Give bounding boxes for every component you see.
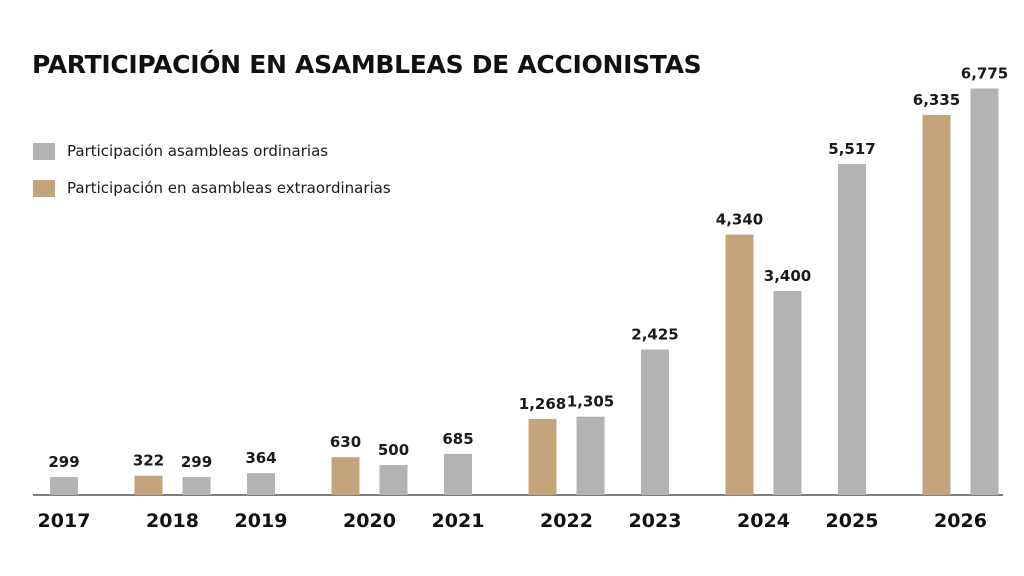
value-label-ordinarias-2023: 2,425	[631, 326, 678, 344]
bar-extraordinarias-2020	[331, 457, 360, 495]
bar-extraordinarias-2026	[922, 114, 951, 496]
value-label-extraordinarias-2024: 4,340	[716, 211, 763, 229]
x-tick-label-2018: 2018	[146, 510, 199, 532]
value-label-ordinarias-2019: 364	[245, 449, 276, 467]
bar-extraordinarias-2024	[725, 234, 754, 495]
x-tick-label-2025: 2025	[826, 510, 879, 532]
value-label-extraordinarias-2020: 630	[330, 433, 361, 451]
value-label-extraordinarias-2022: 1,268	[519, 395, 566, 413]
x-tick-label-2026: 2026	[934, 510, 987, 532]
legend-item-extraordinarias: Participación en asambleas extraordinari…	[33, 177, 391, 199]
x-tick-label-2024: 2024	[737, 510, 790, 532]
legend-item-ordinarias: Participación asambleas ordinarias	[33, 140, 391, 162]
bar-ordinarias-2017	[50, 477, 78, 495]
x-tick-label-2019: 2019	[235, 510, 288, 532]
bar-ordinarias-2022	[576, 416, 605, 495]
value-label-ordinarias-2026: 6,775	[961, 65, 1008, 83]
bar-ordinarias-2020	[379, 465, 408, 495]
x-tick-label-2023: 2023	[629, 510, 682, 532]
legend-swatch-extraordinarias	[33, 179, 55, 197]
bar-extraordinarias-2022	[528, 418, 557, 495]
bar-extraordinarias-2018	[134, 475, 163, 495]
x-tick-label-2017: 2017	[38, 510, 91, 532]
bar-ordinarias-2024	[773, 291, 802, 495]
value-label-ordinarias-2025: 5,517	[828, 140, 875, 158]
value-label-extraordinarias-2018: 322	[133, 452, 164, 470]
bar-ordinarias-2023	[641, 349, 669, 495]
legend-label-ordinarias: Participación asambleas ordinarias	[67, 142, 329, 160]
value-label-ordinarias-2018: 299	[181, 453, 212, 471]
bar-ordinarias-2025	[838, 163, 866, 496]
x-tick-label-2022: 2022	[540, 510, 593, 532]
bar-ordinarias-2018	[182, 477, 211, 495]
legend-label-extraordinarias: Participación en asambleas extraordinari…	[67, 179, 391, 197]
x-tick-label-2021: 2021	[432, 510, 485, 532]
value-label-extraordinarias-2026: 6,335	[913, 91, 960, 109]
value-label-ordinarias-2020: 500	[378, 441, 409, 459]
chart-title: PARTICIPACIÓN EN ASAMBLEAS DE ACCIONISTA…	[32, 50, 702, 79]
bar-ordinarias-2021	[444, 453, 472, 495]
legend: Participación asambleas ordinarias Parti…	[33, 140, 391, 214]
value-label-ordinarias-2024: 3,400	[764, 267, 811, 285]
bar-ordinarias-2026	[970, 88, 999, 495]
value-label-ordinarias-2021: 685	[442, 430, 473, 448]
x-tick-label-2020: 2020	[343, 510, 396, 532]
bar-ordinarias-2019	[247, 473, 275, 495]
legend-swatch-ordinarias	[33, 142, 55, 160]
value-label-ordinarias-2017: 299	[48, 453, 79, 471]
value-label-ordinarias-2022: 1,305	[567, 393, 614, 411]
